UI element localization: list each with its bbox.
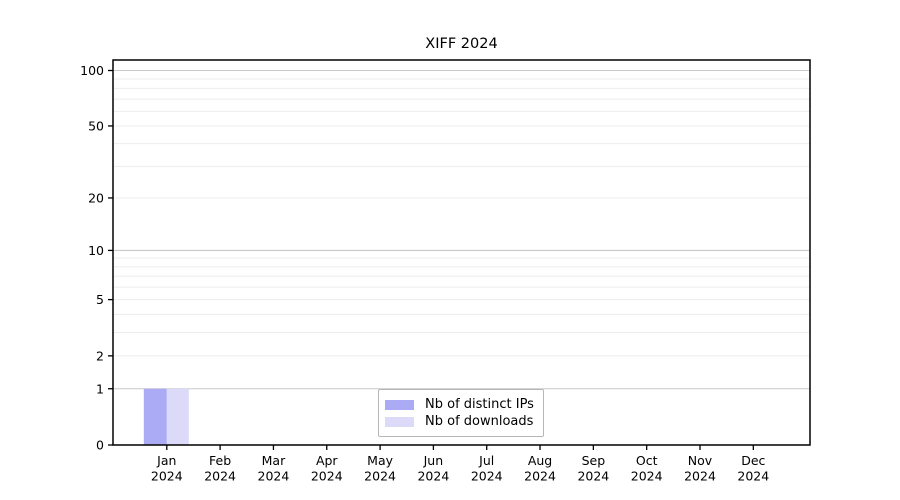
x-tick-label-year: 2024 [258, 469, 290, 484]
x-tick-label-year: 2024 [364, 469, 396, 484]
legend-item-distinct-ips: Nb of distinct IPs [385, 396, 534, 413]
x-tick-label-month: Apr [316, 453, 338, 468]
x-tick-label-month: Dec [741, 453, 765, 468]
x-tick-label-month: Oct [636, 453, 658, 468]
x-tick-label-year: 2024 [631, 469, 663, 484]
y-tick-label: 2 [96, 348, 104, 363]
x-tick-label-month: Jul [478, 453, 494, 468]
x-tick-label-year: 2024 [524, 469, 556, 484]
y-tick-label: 50 [88, 118, 104, 133]
x-tick-label-year: 2024 [471, 469, 503, 484]
x-tick-label-month: Nov [688, 453, 713, 468]
legend-label-downloads: Nb of downloads [425, 414, 534, 429]
x-tick-label-month: Jun [423, 453, 444, 468]
x-tick-label-year: 2024 [417, 469, 449, 484]
plot-frame [112, 59, 811, 446]
legend-item-downloads: Nb of downloads [385, 413, 534, 430]
bar-downloads-jan [166, 388, 189, 445]
legend: Nb of distinct IPs Nb of downloads [378, 389, 544, 437]
y-tick-label: 20 [88, 190, 104, 205]
x-tick-label-month: Feb [209, 453, 231, 468]
bar-distinct-ips-jan [143, 388, 167, 445]
y-tick-label: 1 [96, 381, 104, 396]
x-tick-label-year: 2024 [577, 469, 609, 484]
legend-label-distinct-ips: Nb of distinct IPs [425, 397, 534, 412]
y-tick-label: 0 [96, 438, 104, 453]
y-tick-label: 10 [88, 243, 104, 258]
legend-swatch-distinct-ips [385, 399, 414, 410]
x-tick-label-month: Aug [528, 453, 552, 468]
legend-swatch-downloads [385, 416, 414, 427]
x-tick-label-year: 2024 [204, 469, 236, 484]
x-tick-label-year: 2024 [311, 469, 343, 484]
x-tick-label-year: 2024 [684, 469, 716, 484]
x-tick-label-month: Mar [262, 453, 286, 468]
y-tick-label: 5 [96, 292, 104, 307]
y-tick-label: 100 [80, 63, 104, 78]
x-tick-label-month: Jan [156, 453, 176, 468]
x-tick-label-month: Sep [582, 453, 606, 468]
x-tick-label-year: 2024 [151, 469, 183, 484]
x-tick-label-year: 2024 [737, 469, 769, 484]
chart-title: XIFF 2024 [425, 36, 498, 52]
x-tick-label-month: May [367, 453, 393, 468]
